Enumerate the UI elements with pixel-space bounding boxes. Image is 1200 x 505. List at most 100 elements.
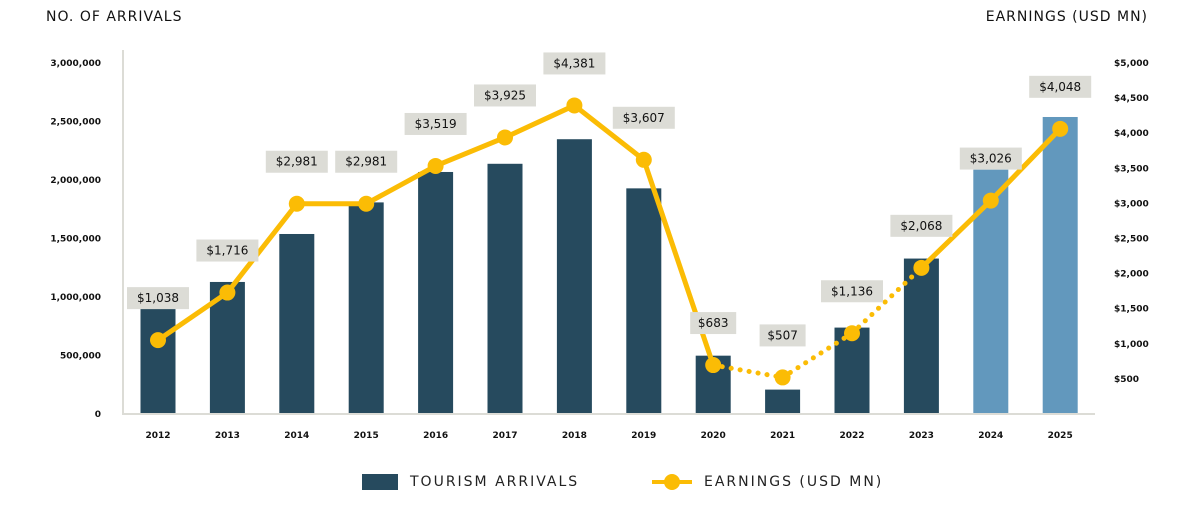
earnings-point-2018 <box>566 97 583 114</box>
x-tick-label: 2020 <box>701 431 726 441</box>
left-tick-label: 1,500,000 <box>50 235 101 245</box>
data-label-bg <box>890 214 953 237</box>
right-tick-label: $2,000 <box>1114 270 1149 280</box>
data-label: $2,981 <box>276 155 318 169</box>
earnings-point-2021 <box>774 369 791 386</box>
earnings-line-segment <box>155 290 230 343</box>
bar-2021 <box>765 389 801 413</box>
data-label-bg <box>1029 75 1092 98</box>
data-label-bg <box>474 84 536 107</box>
earnings-line-segment <box>710 362 786 380</box>
earnings-point-2019 <box>635 151 652 168</box>
right-tick-label: $4,500 <box>1114 94 1149 104</box>
earnings-point-2023 <box>913 259 930 276</box>
x-tick-label: 2013 <box>215 431 240 441</box>
left-tick-label: 2,500,000 <box>50 118 101 128</box>
right-tick-label: $1,500 <box>1114 305 1149 315</box>
data-label-bg <box>759 324 806 347</box>
bar-2025 <box>1042 116 1078 414</box>
earnings-point-2015 <box>358 195 375 212</box>
right-tick-label: $4,000 <box>1114 129 1149 139</box>
bar-2023 <box>903 258 939 413</box>
right-tick-label: $3,500 <box>1114 164 1149 174</box>
left-axis-title: NO. OF ARRIVALS <box>46 9 183 25</box>
data-label-bg <box>821 280 883 303</box>
earnings-line-segment <box>918 198 994 271</box>
data-label-bg <box>404 112 467 135</box>
data-label: $4,048 <box>1039 80 1081 94</box>
earnings-point-2022 <box>844 325 860 342</box>
data-label: $1,038 <box>137 291 179 305</box>
bar-2022 <box>834 327 870 413</box>
bar-2019 <box>626 188 662 413</box>
left-tick-label: 500,000 <box>60 352 101 362</box>
left-tick-label: 1,000,000 <box>50 293 101 303</box>
data-label-bg <box>959 147 1022 170</box>
data-label: $2,981 <box>345 155 387 169</box>
data-label: $3,607 <box>623 111 665 125</box>
earnings-point-2025 <box>1052 120 1069 137</box>
earnings-point-2017 <box>497 129 513 146</box>
earnings-line-segment <box>849 265 924 336</box>
bar-2015 <box>348 202 384 413</box>
right-axis-title: EARNINGS (USD MN) <box>985 9 1148 25</box>
bar-2013 <box>209 281 245 413</box>
legend-bar-swatch <box>362 474 398 490</box>
earnings-point-2020 <box>705 357 722 374</box>
bar-2017 <box>487 163 523 413</box>
earnings-line-segment <box>363 163 439 207</box>
bar-2018 <box>556 139 592 413</box>
right-tick-label: $2,500 <box>1114 235 1149 245</box>
legend-arrivals: TOURISM ARRIVALS <box>362 474 579 490</box>
left-tick-label: 3,000,000 <box>50 59 101 69</box>
x-tick-label: 2014 <box>284 431 309 441</box>
earnings-line-segment <box>502 102 577 140</box>
left-tick-label: 0 <box>95 410 101 420</box>
x-tick-label: 2022 <box>839 431 864 441</box>
x-tick-label: 2023 <box>909 431 934 441</box>
data-label: $683 <box>698 316 729 330</box>
data-label: $1,716 <box>206 244 248 258</box>
x-tick-label: 2012 <box>145 431 170 441</box>
data-label: $1,136 <box>831 284 873 298</box>
data-label-bg <box>543 52 606 75</box>
bar-2014 <box>279 233 315 413</box>
earnings-line-segment <box>571 102 647 163</box>
data-label-bg <box>196 239 259 262</box>
earnings-point-2024 <box>982 192 999 209</box>
data-label: $3,519 <box>415 117 457 131</box>
data-label: $507 <box>767 328 798 342</box>
earnings-line-segment <box>224 201 300 296</box>
bar-2012 <box>140 294 176 413</box>
data-label: $3,026 <box>970 152 1012 166</box>
x-tick-label: 2018 <box>562 431 587 441</box>
left-tick-label: 2,000,000 <box>50 176 101 186</box>
x-tick-label: 2021 <box>770 431 795 441</box>
earnings-point-2013 <box>219 284 236 301</box>
data-label-bg <box>690 312 737 335</box>
data-label-bg <box>265 150 328 173</box>
earnings-line-segment <box>988 126 1063 204</box>
data-label-bg <box>127 287 189 310</box>
earnings-point-2014 <box>288 195 305 212</box>
earnings-point-2016 <box>427 157 444 174</box>
x-tick-label: 2017 <box>492 431 517 441</box>
x-tick-label: 2024 <box>978 431 1003 441</box>
right-tick-label: $500 <box>1114 375 1139 385</box>
x-tick-label: 2016 <box>423 431 448 441</box>
x-tick-label: 2015 <box>354 431 379 441</box>
earnings-point-2012 <box>150 332 166 349</box>
legend-earnings-label: EARNINGS (USD MN) <box>704 474 884 490</box>
right-tick-label: $1,000 <box>1114 340 1149 350</box>
legend-arrivals-label: TOURISM ARRIVALS <box>410 474 580 490</box>
data-label: $4,381 <box>553 56 595 70</box>
x-tick-label: 2019 <box>631 431 656 441</box>
right-tick-label: $5,000 <box>1114 59 1149 69</box>
earnings-line-segment <box>433 134 508 169</box>
legend-earnings: EARNINGS (USD MN) <box>652 474 883 490</box>
data-label-bg <box>335 150 398 173</box>
data-label: $2,068 <box>900 219 942 233</box>
legend-line-swatch <box>652 474 692 490</box>
x-tick-label: 2025 <box>1048 431 1073 441</box>
